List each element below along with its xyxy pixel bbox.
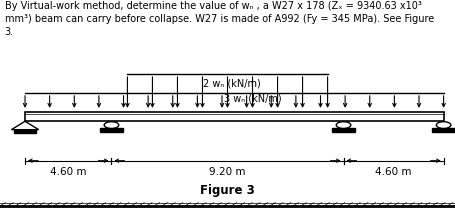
Text: By Virtual-work method, determine the value of wₙ , a W27 x 178 (Zₓ = 9340.63 x1: By Virtual-work method, determine the va… <box>5 1 434 37</box>
Text: 9.20 m: 9.20 m <box>209 167 246 177</box>
Text: 2 wₙ (kN/m): 2 wₙ (kN/m) <box>203 79 261 88</box>
Circle shape <box>436 122 451 128</box>
Text: 4.60 m: 4.60 m <box>50 167 86 177</box>
Circle shape <box>336 122 351 128</box>
Bar <box>100 128 123 132</box>
Text: Figure 3: Figure 3 <box>200 184 255 197</box>
Polygon shape <box>11 121 39 130</box>
Bar <box>25 112 444 121</box>
Bar <box>332 128 355 132</box>
Bar <box>14 130 36 134</box>
Text: 3 wₙ (kN/m): 3 wₙ (kN/m) <box>224 93 281 103</box>
Circle shape <box>104 122 119 128</box>
Text: 4.60 m: 4.60 m <box>375 167 412 177</box>
Bar <box>432 128 455 132</box>
